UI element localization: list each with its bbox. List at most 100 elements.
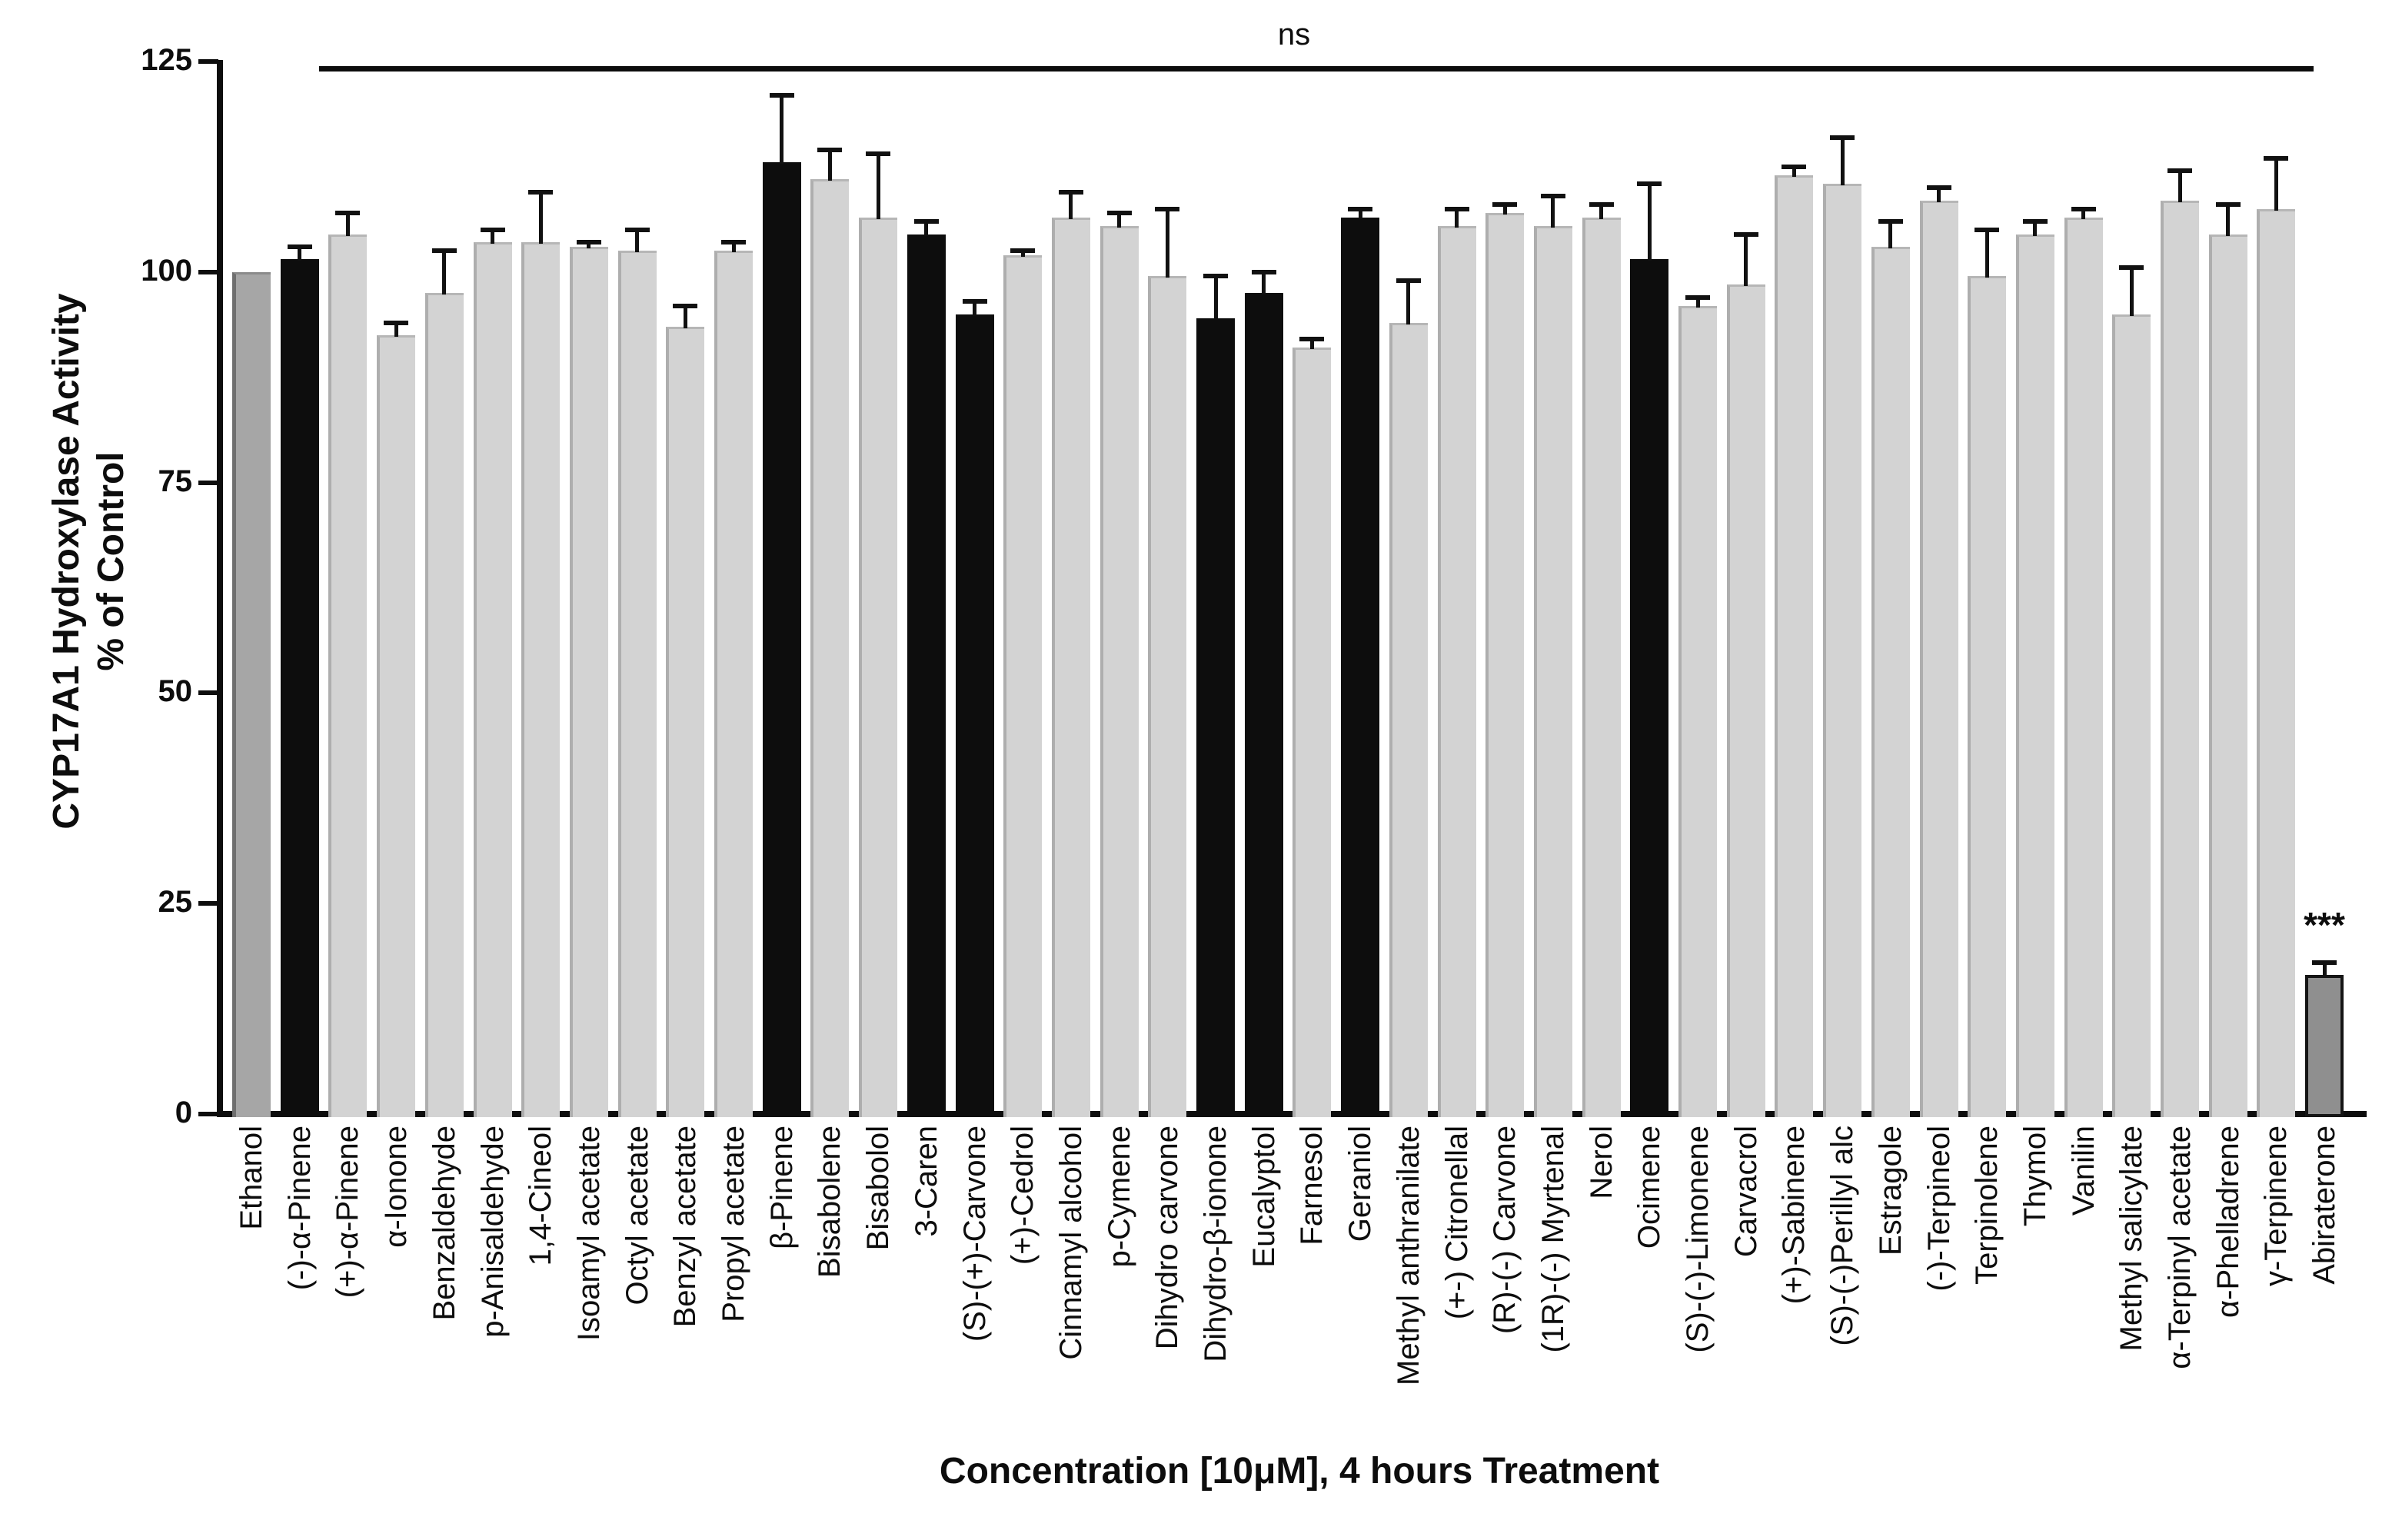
y-tick-mark-100 (198, 270, 218, 274)
x-axis-label-dihydro-carvone: Dihydro carvone (1150, 1126, 1184, 1350)
error-bar-cap-methyl-salicylate (2119, 265, 2144, 270)
x-axis-label-farnesol: Farnesol (1295, 1126, 1329, 1246)
bar-propyl-acetate (714, 251, 753, 1117)
error-bar-cap-s-limonene (1685, 295, 1710, 300)
error-bar-stem-carvacrol (1744, 234, 1748, 286)
x-axis-label-p-cymene: p-Cymene (1103, 1126, 1136, 1268)
bar-γ-terpinene (2257, 209, 2295, 1117)
x-axis-label-α-pinene: (-)-α-Pinene (283, 1126, 317, 1291)
error-bar-stem-s-limonene (1696, 298, 1700, 308)
y-tick-label-75: 75 (158, 464, 193, 498)
bar-α-pinene (328, 234, 367, 1117)
x-axis-label-abiraterone: Abiraterone (2307, 1126, 2341, 1285)
error-bar-stem-s-perillyl-alc (1841, 138, 1845, 185)
bar-bisabolol (859, 218, 897, 1117)
bar-benzaldehyde (425, 293, 464, 1117)
error-bar-stem-γ-terpinene (2274, 158, 2278, 211)
x-axis-label-γ-terpinene: γ-Terpinene (2259, 1126, 2293, 1287)
error-bar-stem-dihydro-carvone (1166, 209, 1169, 278)
bar-s-perillyl-alc (1823, 184, 1861, 1117)
error-bar-stem-α-terpinyl-acetate (2178, 171, 2182, 202)
bar-cedrol (1003, 255, 1042, 1117)
ns-label: ns (1277, 18, 1311, 52)
bar-s-carvone (956, 314, 994, 1117)
bar-dihydro-β-ionone (1196, 318, 1235, 1117)
x-axis-label-1-4-cineol: 1,4-Cineol (524, 1126, 557, 1266)
significance-stars-label: *** (2304, 905, 2345, 945)
x-axis-label-methyl-salicylate: Methyl salicylate (2114, 1126, 2148, 1352)
error-bar-cap-eucalyptol (1252, 270, 1276, 274)
x-axis-label-octyl-acetate: Octyl acetate (620, 1126, 654, 1306)
bar-terpinolene (1968, 276, 2006, 1117)
error-bar-stem-nerol (1599, 205, 1603, 219)
y-axis-title-line1: CYP17A1 Hydroxylase Activity (46, 293, 87, 830)
error-bar-stem-dihydro-β-ionone (1214, 276, 1218, 320)
error-bar-cap-terpineol (1927, 185, 1951, 190)
error-bar-cap-1r-myrtenal (1541, 194, 1565, 198)
bar-farnesol (1292, 348, 1331, 1117)
bar-ethanol (232, 272, 271, 1117)
error-bar-cap-estragole (1878, 219, 1903, 224)
y-tick-label-25: 25 (158, 885, 193, 919)
x-axis-label-carvacrol: Carvacrol (1729, 1126, 1763, 1258)
error-bar-cap-benzaldehyde (432, 248, 457, 253)
error-bar-cap-farnesol (1299, 337, 1324, 341)
error-bar-cap-terpinolene (1974, 228, 1999, 232)
y-tick-label-100: 100 (141, 254, 192, 288)
bar-r-carvone (1485, 213, 1524, 1117)
bar-methyl-anthranilate (1389, 323, 1428, 1117)
error-bar-cap-ocimene (1637, 181, 1662, 186)
bar-p-anisaldehyde (474, 242, 512, 1117)
y-axis-title-line2: % of Control (91, 451, 131, 671)
error-bar-stem-cinnamyl-alcohol (1069, 192, 1073, 219)
error-bar-stem-cedrol (1021, 251, 1025, 257)
error-bar-stem-methyl-anthranilate (1406, 281, 1410, 324)
error-bar-stem-bisabolene (828, 150, 832, 181)
x-axis-label-cinnamyl-alcohol: Cinnamyl alcohol (1054, 1126, 1088, 1360)
bar-ocimene (1630, 259, 1668, 1117)
bar-p-cymene (1100, 226, 1139, 1117)
error-bar-cap-3-caren (914, 219, 939, 224)
error-bar-stem-1-4-cineol (539, 192, 543, 244)
error-bar-stem-α-ionone (394, 323, 398, 337)
error-bar-stem-isoamyl-acetate (587, 242, 591, 248)
bar-eucalyptol (1245, 293, 1283, 1117)
error-bar-stem-methyl-salicylate (2130, 268, 2134, 316)
error-bar-cap-p-anisaldehyde (481, 228, 505, 232)
x-axis-label-benzyl-acetate: Benzyl acetate (668, 1126, 702, 1328)
error-bar-cap-α-terpinyl-acetate (2167, 168, 2192, 173)
x-axis-label-ocimene: Ocimene (1632, 1126, 1666, 1249)
x-axis-label-s-perillyl-alc: (S)-(-)Perillyl alc (1825, 1126, 1859, 1346)
y-tick-mark-0 (198, 1112, 218, 1116)
bar-α-terpinyl-acetate (2161, 201, 2199, 1117)
error-bar-cap-nerol (1589, 202, 1614, 207)
bar-1-4-cineol (521, 242, 560, 1117)
error-bar-cap-dihydro-β-ionone (1203, 274, 1228, 278)
error-bar-stem-terpineol (1937, 188, 1941, 202)
y-tick-mark-125 (198, 59, 218, 64)
x-axis-label-s-limonene: (S)-(-)-Limonene (1681, 1126, 1715, 1353)
error-bar-stem-p-anisaldehyde (491, 230, 494, 244)
x-axis-label-p-anisaldehyde: p-Anisaldehyde (476, 1126, 510, 1338)
bar-nerol (1582, 218, 1621, 1117)
error-bar-stem-vanilin (2081, 209, 2085, 219)
error-bar-stem-bisabolol (877, 154, 880, 219)
error-bar-stem-farnesol (1310, 339, 1314, 349)
error-bar-cap-s-carvone (963, 299, 987, 304)
bar-α-ionone (377, 335, 415, 1117)
y-axis-line (217, 60, 223, 1117)
error-bar-cap-β-pinene (770, 93, 794, 98)
error-bar-stem-sabinene (1792, 167, 1796, 177)
error-bar-cap-bisabolene (817, 148, 842, 152)
error-bar-stem-thymol (2033, 221, 2037, 236)
error-bar-stem-r-carvone (1503, 205, 1507, 215)
error-bar-stem-citronellal (1455, 209, 1459, 228)
x-axis-label-α-pinene: (+)-α-Pinene (331, 1126, 364, 1299)
error-bar-cap-γ-terpinene (2264, 156, 2288, 161)
error-bar-cap-vanilin (2071, 207, 2096, 211)
error-bar-stem-1r-myrtenal (1551, 196, 1555, 228)
y-tick-mark-25 (198, 901, 218, 906)
x-axis-label-α-phelladrene: α-Phelladrene (2211, 1126, 2245, 1318)
error-bar-cap-octyl-acetate (625, 228, 650, 232)
error-bar-stem-α-phelladrene (2226, 205, 2230, 236)
